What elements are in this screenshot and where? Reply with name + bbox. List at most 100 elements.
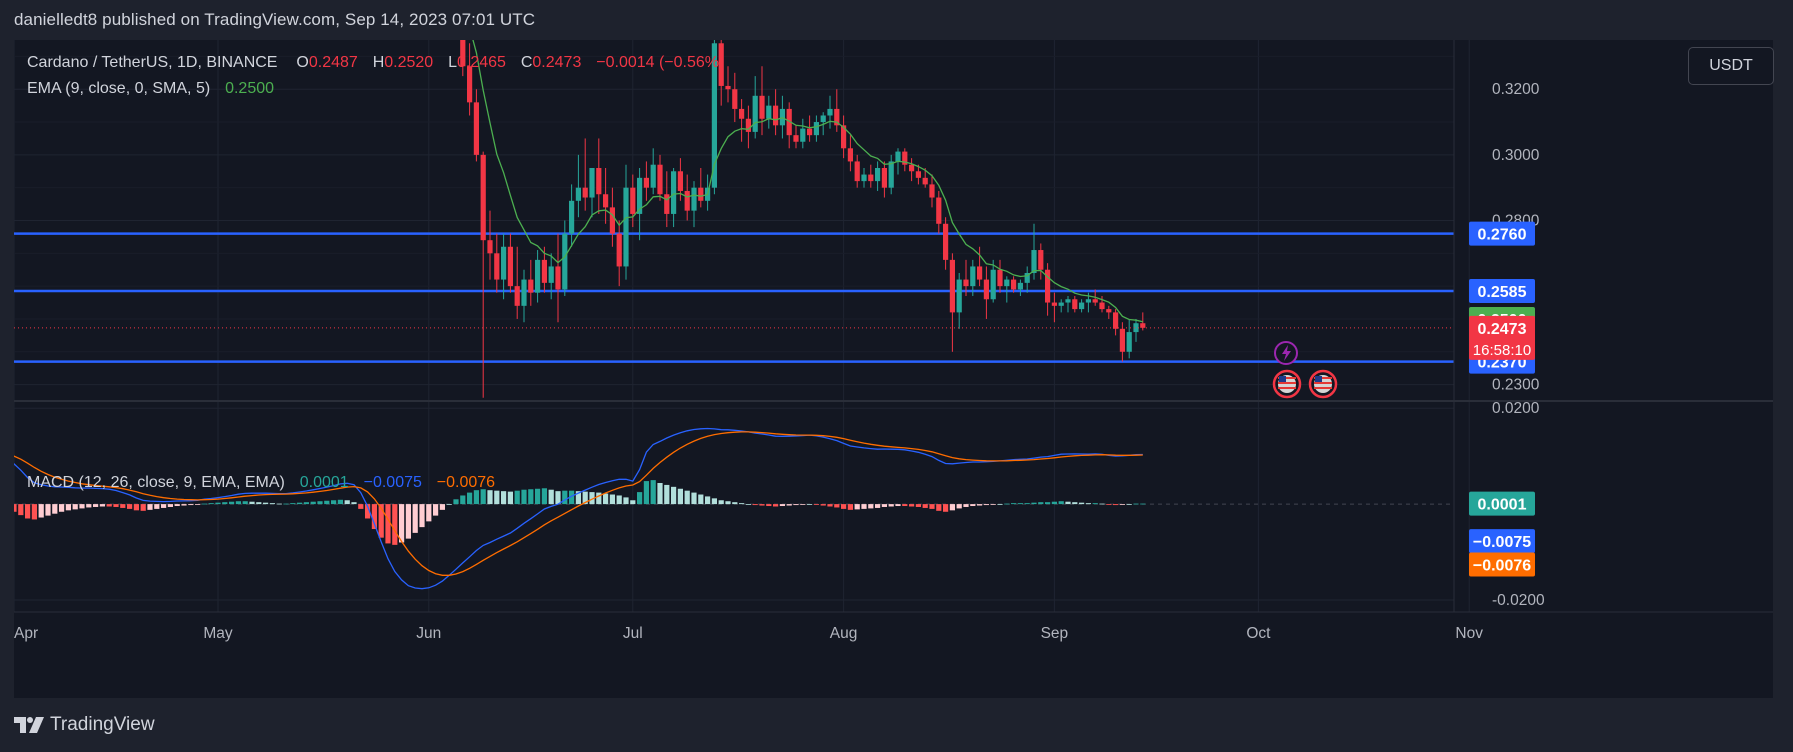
candle-body — [773, 105, 779, 126]
macd-hist-bar — [351, 502, 357, 505]
candle-body — [1065, 299, 1071, 303]
macd-hist-bar — [589, 492, 595, 505]
macd-axis-ticks: 0.0200 -0.0200 — [1492, 400, 1545, 609]
candle-body — [467, 66, 473, 103]
candle-body — [977, 266, 983, 280]
candle-body — [752, 95, 758, 132]
macd-legend[interactable]: MACD (12, 26, close, 9, EMA, EMA) 0.0001… — [27, 474, 495, 492]
macd-hist-bar — [739, 503, 745, 505]
candle-body — [875, 167, 881, 182]
macd-hist-bar — [943, 504, 949, 512]
macd-hist-bar — [229, 501, 235, 505]
candle-body — [1051, 302, 1057, 306]
candle-body — [807, 128, 813, 136]
macd-hist-bar — [956, 504, 962, 509]
candle-body — [997, 269, 1003, 287]
macd-hist-bar — [1099, 503, 1105, 505]
candle-body — [868, 174, 874, 182]
candle-body — [569, 200, 575, 234]
macd-hist-bar — [86, 504, 92, 508]
candle-body — [494, 253, 500, 280]
candle-body — [970, 266, 976, 287]
macd-hist-bar — [596, 492, 602, 505]
candle-body — [909, 164, 915, 172]
macd-hist-bar — [1106, 504, 1112, 505]
macd-hist-bar — [365, 504, 371, 519]
price-legend[interactable]: Cardano / TetherUS, 1D, BINANCE O0.2487 … — [27, 54, 724, 72]
macd-hist-bar — [419, 504, 425, 528]
candle-body — [616, 233, 622, 267]
macd-hist-bar — [371, 504, 377, 530]
macd-hist-bar — [263, 502, 269, 505]
countdown-text: 16:58:10 — [1473, 342, 1531, 359]
macd-hist-bar — [977, 504, 983, 506]
last-price-badge-bg — [1469, 315, 1535, 360]
candle-body — [1106, 309, 1112, 313]
macd-hist-badge-bg — [1469, 491, 1535, 516]
candles — [460, 40, 1146, 398]
macd-hist-bar — [936, 504, 942, 511]
macd-hist-bar — [174, 504, 180, 507]
candle-body — [691, 187, 697, 211]
time-tick-aug: Aug — [830, 625, 858, 642]
candle-body — [745, 118, 751, 132]
macd-hist-bar — [45, 504, 51, 516]
candle-body — [507, 246, 513, 287]
ema-label[interactable]: EMA (9, close, 0, SMA, 5) — [27, 80, 211, 97]
macd-hist-bar — [208, 503, 214, 505]
tradingview-logo-icon — [14, 717, 44, 733]
candle-body — [603, 194, 609, 208]
macd-hist-bar — [623, 497, 629, 505]
tradingview-logo[interactable]: TradingView — [14, 714, 155, 736]
time-axis-ticks: Apr May Jun Jul Aug Sep Oct Nov — [14, 625, 1483, 642]
candle-body — [487, 240, 493, 254]
candle-body — [943, 223, 949, 260]
macd-hist-bar — [358, 504, 364, 509]
macd-hist-bar — [834, 504, 840, 508]
event-markers — [1272, 341, 1338, 399]
macd-hist-bar — [990, 504, 996, 505]
macd-hist-bar — [72, 504, 78, 510]
macd-label[interactable]: MACD (12, 26, close, 9, EMA, EMA) — [27, 474, 285, 491]
currency-button[interactable]: USDT — [1688, 47, 1774, 85]
time-tick-apr: Apr — [14, 625, 38, 642]
time-tick-oct: Oct — [1246, 625, 1271, 642]
macd-hist-bar — [93, 504, 99, 507]
macd-hist-bar — [915, 504, 921, 507]
ema-legend[interactable]: EMA (9, close, 0, SMA, 5) 0.2500 — [27, 80, 274, 98]
macd-hist-bar — [161, 504, 167, 508]
candle-body — [1017, 282, 1023, 290]
macd-hist-bar — [929, 504, 935, 509]
macd-hist-bar — [446, 504, 452, 505]
candle-body — [983, 279, 989, 300]
macd-hist-bar — [854, 504, 860, 510]
macd-hist-bar — [793, 504, 799, 506]
macd-hist-bar — [405, 504, 411, 539]
candle-body — [718, 43, 724, 86]
macd-hist-bar — [569, 490, 575, 505]
time-tick-may: May — [203, 625, 233, 642]
last-price-badge: 0.2473 16:58:10 — [1469, 315, 1535, 360]
macd-hist-bar — [616, 495, 622, 505]
symbol-title[interactable]: Cardano / TetherUS, 1D, BINANCE — [27, 54, 278, 71]
macd-hist-bar — [841, 504, 847, 509]
candle-body — [535, 259, 541, 293]
candle-body — [1045, 269, 1051, 303]
candle-body — [643, 177, 649, 188]
us-flag-icon[interactable] — [1308, 369, 1338, 399]
open-label: O — [296, 54, 309, 71]
macd-hist-bar — [1119, 504, 1125, 505]
us-flag-icon[interactable] — [1272, 369, 1302, 399]
macd-hist-bar — [1058, 501, 1064, 505]
lightning-event-icon[interactable] — [1274, 341, 1298, 365]
level-badge-0.2585-bg — [1469, 279, 1535, 304]
macd-hist-bar — [195, 504, 201, 505]
macd-hist-bar — [297, 502, 303, 505]
macd-hist-bar — [970, 504, 976, 507]
price-tick-label: 0.3000 — [1492, 147, 1540, 164]
macd-hist-bar — [1133, 503, 1139, 505]
candle-body — [1058, 302, 1064, 306]
macd-tick-label: 0.0200 — [1492, 400, 1540, 417]
